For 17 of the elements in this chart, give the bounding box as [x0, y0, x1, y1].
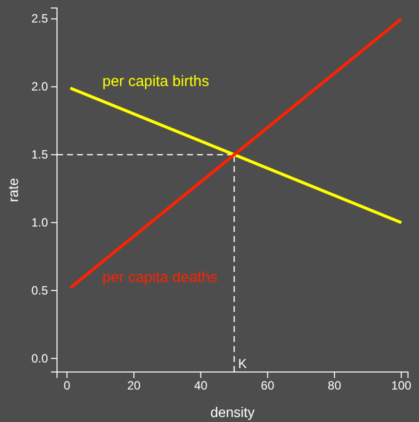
series-label: per capita births — [102, 73, 210, 90]
x-tick-label: 40 — [194, 378, 208, 393]
y-tick-label: 1.5 — [31, 148, 48, 162]
x-axis-title: density — [210, 404, 255, 420]
ref-line-label: K — [238, 356, 248, 371]
x-tick-label: 80 — [328, 378, 342, 393]
x-tick-label: 0 — [64, 378, 71, 393]
series-label: per capita deaths — [102, 268, 218, 286]
x-tick-label: 60 — [260, 378, 275, 393]
y-tick-label: 0.5 — [31, 283, 48, 298]
y-tick-label: 2.0 — [31, 80, 48, 94]
x-tick-label: 20 — [127, 378, 141, 393]
y-axis-title: rate — [5, 178, 21, 202]
y-tick-label: 0.0 — [31, 351, 48, 366]
x-tick-label: 100 — [391, 378, 412, 393]
y-tick-label: 1.0 — [31, 215, 48, 230]
y-tick-label: 2.5 — [31, 12, 48, 26]
